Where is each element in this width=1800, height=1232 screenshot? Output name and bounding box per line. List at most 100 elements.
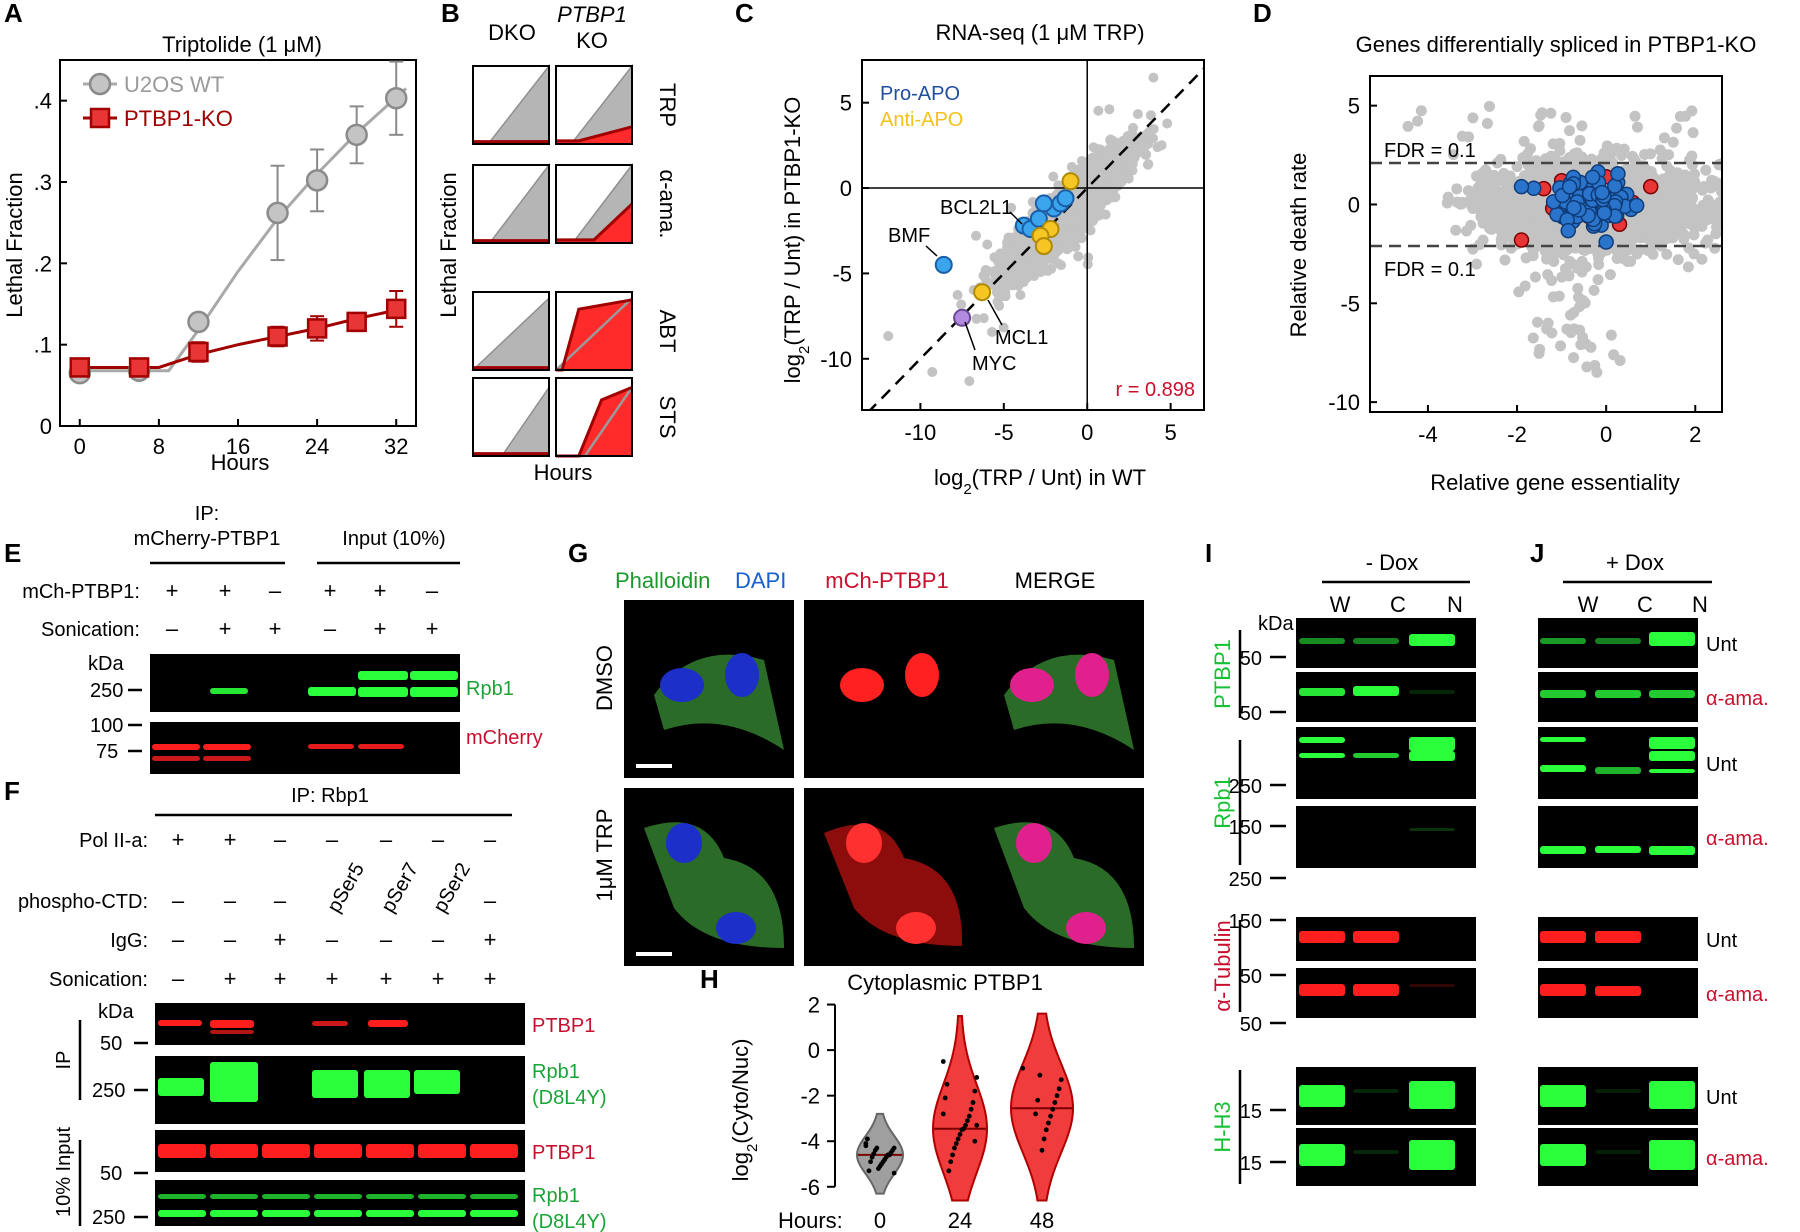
panel-b-subplot-0-1 bbox=[555, 63, 633, 145]
gene-point bbox=[1471, 258, 1483, 270]
panel-a-ylabel: Lethal Fraction bbox=[2, 172, 27, 318]
gene-point bbox=[1724, 189, 1735, 200]
gene-point bbox=[1451, 183, 1463, 195]
point-ko-1 bbox=[128, 357, 150, 378]
subplot-frame bbox=[555, 291, 633, 371]
subplot-frame bbox=[555, 65, 633, 145]
gene-point bbox=[1476, 187, 1488, 199]
myc-point bbox=[953, 308, 972, 327]
gene-point-outlier bbox=[1104, 104, 1115, 115]
gene-point-outlier bbox=[1080, 222, 1091, 233]
gene-point-outlier bbox=[1126, 145, 1137, 156]
gene-point-outlier bbox=[1062, 244, 1073, 255]
gene-point-outlier bbox=[1132, 109, 1143, 120]
gene-point bbox=[1088, 190, 1099, 201]
gene-point bbox=[1663, 226, 1675, 238]
gene-point bbox=[1617, 253, 1629, 265]
y-tick-label-0: 0 bbox=[40, 414, 52, 439]
gene-label-myc: MYC bbox=[972, 353, 1016, 375]
gene-point bbox=[1686, 150, 1698, 162]
subplot-frame bbox=[472, 65, 550, 145]
panel-c-ylabel: log2(TRP / Unt) in PTBP1-KO bbox=[780, 97, 813, 384]
gene-point bbox=[1015, 262, 1026, 273]
gene-point bbox=[952, 290, 963, 301]
gene-point bbox=[1577, 162, 1589, 174]
gene-point bbox=[1632, 121, 1644, 133]
anti-apo-point-4 bbox=[973, 283, 992, 302]
panel-c-axes-frame bbox=[861, 59, 1205, 411]
y-tick-label-2: .2 bbox=[34, 251, 52, 276]
gene-point bbox=[1048, 171, 1059, 182]
gene-point bbox=[1069, 226, 1080, 237]
panel-b-row-label-0: TRP bbox=[655, 83, 680, 127]
point-ko-4 bbox=[306, 318, 328, 339]
legend-marker-ko bbox=[89, 107, 111, 129]
gene-point bbox=[1138, 145, 1149, 156]
panel-b-subplot-1-1 bbox=[555, 162, 634, 244]
red-line bbox=[556, 125, 633, 143]
gene-point bbox=[1079, 163, 1090, 174]
x-tick-label-16: 16 bbox=[226, 434, 250, 459]
panel-d: D Genes differentially spliced in PTBP1-… bbox=[1253, 0, 1756, 495]
gene-point bbox=[956, 299, 967, 310]
red-area bbox=[556, 126, 632, 144]
pro-apo-point-7 bbox=[1056, 189, 1075, 208]
gene-leader-bcl2l1 bbox=[1009, 211, 1023, 225]
x-tick-label-8: 8 bbox=[153, 434, 165, 459]
gene-point bbox=[1100, 209, 1111, 220]
gene-point bbox=[1054, 242, 1065, 253]
legend-marker-wt bbox=[88, 72, 112, 96]
gene-point bbox=[1145, 110, 1156, 121]
gene-point bbox=[1088, 142, 1099, 153]
point-wt-2 bbox=[187, 310, 210, 334]
gene-point bbox=[1600, 146, 1612, 158]
panel-b-row-label-1: α-ama. bbox=[655, 170, 680, 239]
gene-label-bmf: BMF bbox=[888, 225, 930, 247]
gene-point bbox=[1098, 168, 1109, 179]
anti-apo-point-0 bbox=[1061, 172, 1080, 191]
panel-d-title: Genes differentially spliced in PTBP1-KO bbox=[1356, 32, 1757, 57]
x-tick-label-2: 0 bbox=[1081, 420, 1093, 445]
gene-point-outlier bbox=[971, 313, 982, 324]
gene-point bbox=[1733, 210, 1744, 221]
legend-label-wt: U2OS WT bbox=[124, 72, 224, 97]
gene-point bbox=[996, 254, 1007, 265]
gene-point bbox=[1730, 208, 1741, 219]
pro-apo-point-0 bbox=[934, 255, 953, 274]
point-wt-4 bbox=[305, 169, 329, 192]
anti-apo-point-3 bbox=[1034, 237, 1053, 256]
panel-c: C RNA-seq (1 μM TRP) -10 -5 0 5-10-505 log2… bbox=[735, 0, 1205, 498]
panel-c-legend-anti-apo: Anti-APO bbox=[880, 109, 963, 131]
gene-point bbox=[1105, 135, 1116, 146]
red-line bbox=[556, 202, 634, 242]
gene-point bbox=[992, 296, 1003, 307]
gene-point-outlier bbox=[998, 322, 1009, 333]
panel-c-xlabel: log2(TRP / Unt) in WT bbox=[934, 465, 1146, 498]
panel-b-subplot-1-0 bbox=[472, 162, 550, 244]
gene-point bbox=[1518, 135, 1530, 147]
panel-b-row-label-2: ABT bbox=[655, 310, 680, 353]
gray-overlay-line bbox=[555, 297, 633, 371]
gene-point bbox=[1038, 260, 1049, 271]
gene-point-outlier bbox=[1148, 72, 1159, 83]
gene-point-outlier bbox=[883, 331, 894, 342]
subplot-frame bbox=[555, 377, 633, 457]
gene-point bbox=[1046, 263, 1057, 274]
gene-point bbox=[1628, 152, 1640, 164]
gene-point bbox=[1004, 247, 1015, 258]
x-tick-label-24: 24 bbox=[305, 434, 329, 459]
gene-point bbox=[1642, 244, 1654, 256]
point-wt-6 bbox=[384, 86, 408, 110]
gene-point bbox=[1144, 128, 1155, 139]
gene-point bbox=[1672, 254, 1684, 266]
panel-a-xlabel: Hours bbox=[211, 450, 270, 475]
gene-point bbox=[1498, 167, 1510, 179]
gene-point bbox=[1525, 143, 1537, 155]
y-tick-label-2: 0 bbox=[840, 176, 852, 201]
gene-point bbox=[1107, 178, 1118, 189]
gene-point bbox=[1073, 251, 1084, 262]
gene-point bbox=[1000, 291, 1011, 302]
point-ko-5 bbox=[346, 311, 367, 333]
